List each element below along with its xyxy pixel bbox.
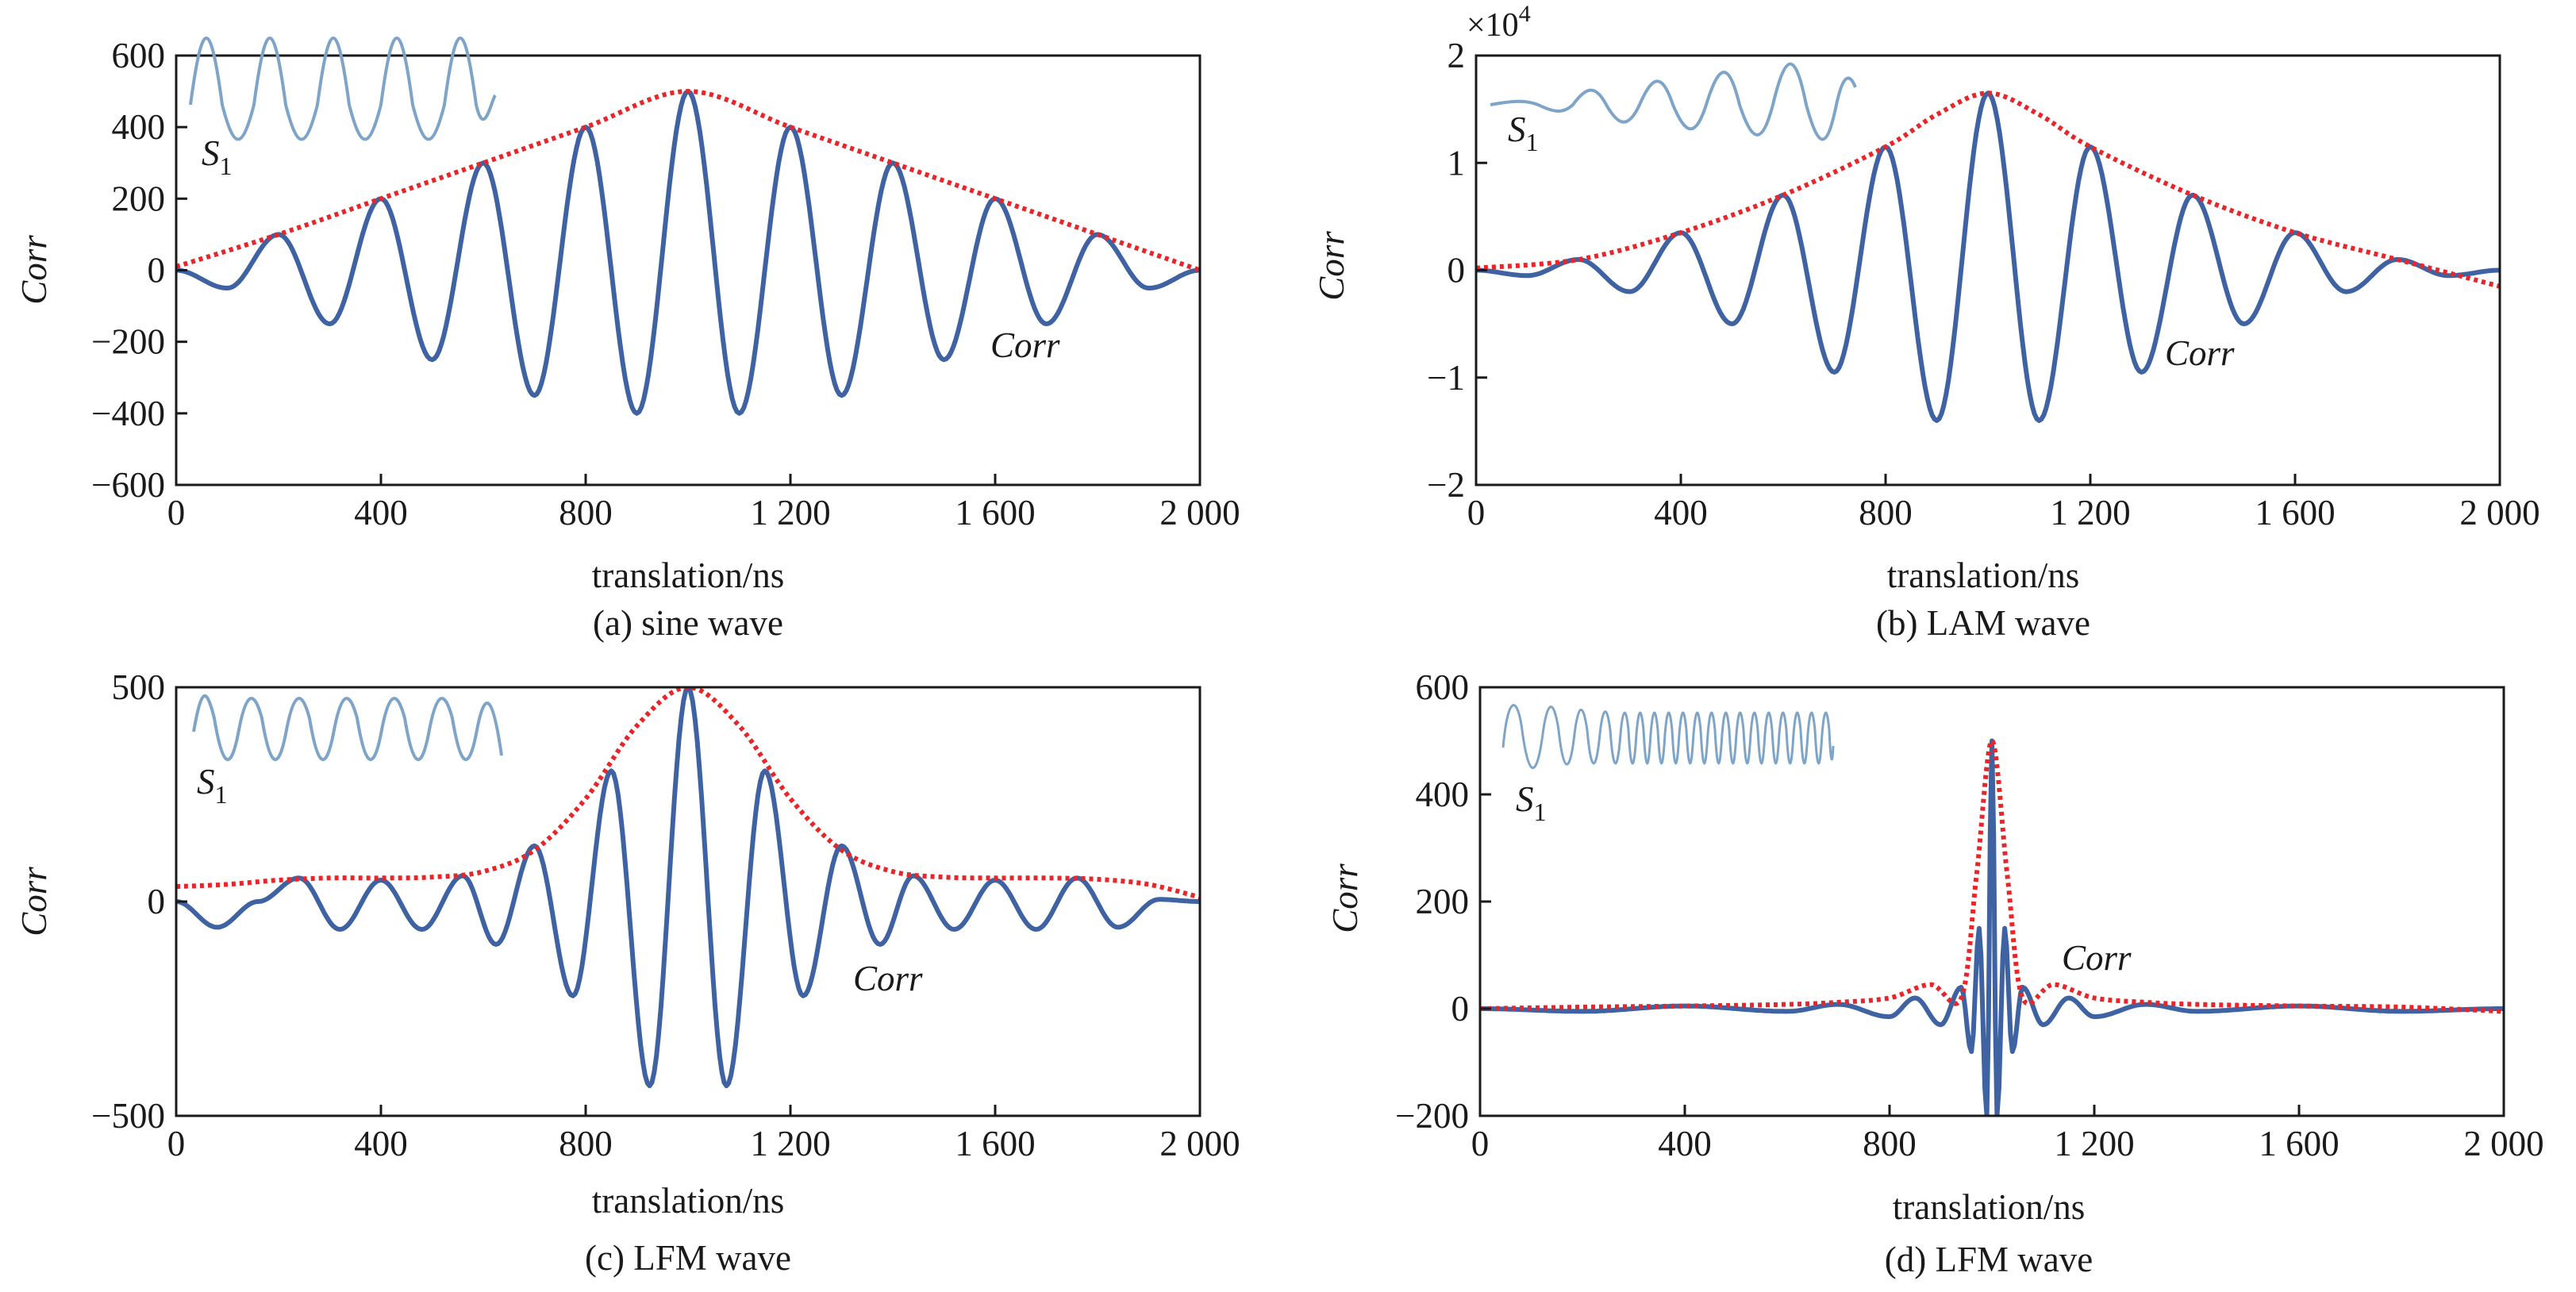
panel-a-envelope-line [176, 89, 1200, 273]
panel-c-x-tick-label: 2 000 [1159, 1124, 1240, 1163]
panel-a-x-tick-label: 1 600 [955, 493, 1035, 533]
panel-d-y-tick-label: 600 [1416, 667, 1470, 707]
panel-b-y-tick-label: −1 [1427, 358, 1465, 398]
panel-d-x-tick-label: 400 [1658, 1124, 1712, 1163]
panel-b-inset: S1 [1490, 62, 1857, 156]
panel-b-curves [1476, 90, 2500, 423]
panel-a-y-tick-label: −400 [91, 394, 165, 433]
panel-d-x-axis-title: translation/ns [1893, 1187, 2085, 1227]
panel-c-x-tick-label: 1 600 [955, 1124, 1035, 1163]
panel-a-y-tick-label: −600 [91, 465, 165, 505]
panel-d-inset-chirp-wave [1501, 704, 1835, 769]
panel-d-x-tick-label: 2 000 [2463, 1124, 2543, 1163]
panel-a-y-tick-label: 400 [112, 107, 166, 147]
panel-b-envelope-line [1476, 90, 2500, 289]
panel-b-y-tick-label: 0 [1448, 251, 1466, 290]
panel-c-x-axis-title: translation/ns [592, 1181, 784, 1221]
panel-d-curves [1480, 738, 2504, 1116]
panel-b-y-tick-label: −2 [1427, 465, 1465, 505]
panel-b-x-tick-label: 800 [1859, 493, 1913, 533]
panel-a-y-tick-label: 200 [112, 179, 166, 218]
panel-c-inset-wave [192, 694, 503, 761]
panel-c-curves [176, 687, 1200, 1089]
panel-a-caption: (a) sine wave [593, 603, 783, 643]
panel-c-x-tick-label: 800 [559, 1124, 613, 1163]
panel-a-axes-frame [175, 54, 1201, 486]
panel-b-x-axis-title: translation/ns [1887, 556, 2079, 595]
panel-c-caption: (c) LFM wave [585, 1238, 791, 1278]
panel-b-y-tick-label: 1 [1448, 143, 1466, 183]
panel-d-x-tick-label: 800 [1863, 1124, 1917, 1163]
panel-d-y-tick-label: 400 [1416, 775, 1470, 814]
panel-c-y-tick-label: 0 [148, 882, 166, 921]
panel-d-inset-label: S1 [1516, 779, 1547, 826]
panel-a-x-tick-label: 400 [354, 493, 408, 533]
panel-b-x-tick-label: 2 000 [2459, 493, 2539, 533]
panel-a-x-tick-label: 1 200 [750, 493, 830, 533]
panel-d-inset: S1 [1501, 704, 1835, 826]
panel-a-y-tick-label: 600 [112, 36, 166, 75]
panel-b-x-tick-label: 0 [1467, 493, 1486, 533]
panel-d-y-axis-title: Corr [1325, 863, 1365, 933]
panel-c-y-axis-title: Corr [14, 867, 54, 936]
panel-d-correlation-line [1480, 738, 2504, 1116]
panel-c-x-tick-label: 400 [354, 1124, 408, 1163]
panel-a-x-tick-label: 2 000 [1159, 493, 1240, 533]
panel-d-y-tick-label: −200 [1395, 1096, 1469, 1136]
panel-a-inset: S1 [189, 37, 497, 180]
panel-b-x-tick-label: 400 [1654, 493, 1708, 533]
panel-a-curve-annotation: Corr [990, 325, 1060, 365]
panel-a-y-tick-label: −200 [91, 322, 165, 362]
panel-a-y-axis-title: Corr [14, 235, 54, 305]
panel-b-multiplier: ×104 [1467, 1, 1531, 44]
panel-c-inset-label: S1 [197, 762, 228, 809]
panel-d-x-tick-label: 0 [1471, 1124, 1490, 1163]
panel-a-x-tick-label: 0 [167, 493, 186, 533]
panel-a-x-axis-title: translation/ns [592, 556, 784, 595]
panel-c-curve-annotation: Corr [853, 959, 923, 998]
panel-a-plot-area: 0 400 800 1 200 1 600 2 000 −600 −400 −200 0 200 40… [91, 36, 1240, 533]
panel-c-y-tick-label: −500 [91, 1096, 165, 1136]
panel-c-inset: S1 [192, 694, 503, 809]
panel-b-plot-area: 0 400 800 1 200 1 600 2 000 −2 −1 0 1 2 [1427, 36, 2540, 533]
panel-d-caption: (d) LFM wave [1885, 1240, 2093, 1279]
panel-b-y-tick-label: 2 [1448, 36, 1466, 75]
panel-a-curves [176, 89, 1200, 416]
panel-b-inset-wave [1490, 62, 1857, 141]
panel-c-x-tick-label: 0 [167, 1124, 186, 1163]
panel-b-y-axis-title: Corr [1312, 231, 1351, 301]
panel-b: 0 400 800 1 200 1 600 2 000 −2 −1 0 1 2 (b) LAM wa… [1312, 1, 2540, 643]
panel-c-correlation-line [176, 687, 1200, 1089]
panel-a: 0 400 800 1 200 1 600 2 000 −600 −400 −200 0 200 40… [14, 36, 1240, 643]
panel-d-y-tick-label: 200 [1416, 882, 1470, 921]
panel-d-curve-annotation: Corr [2062, 938, 2132, 978]
panel-b-inset-label: S1 [1508, 110, 1539, 156]
panel-d-x-tick-label: 1 200 [2054, 1124, 2134, 1163]
panel-d-x-tick-label: 1 600 [2259, 1124, 2339, 1163]
panel-a-inset-wave [189, 37, 497, 141]
panel-c-x-tick-label: 1 200 [750, 1124, 830, 1163]
panel-b-x-tick-label: 1 600 [2255, 493, 2335, 533]
panel-b-x-tick-label: 1 200 [2050, 493, 2130, 533]
panel-b-correlation-line [1476, 90, 2500, 423]
panel-a-x-tick-label: 800 [559, 493, 613, 533]
panel-c-envelope-line [176, 687, 1200, 900]
panel-b-caption: (b) LAM wave [1876, 603, 2090, 643]
panel-a-inset-label: S1 [202, 133, 233, 180]
panel-d-y-tick-label: 0 [1451, 989, 1470, 1029]
panel-a-y-tick-label: 0 [148, 251, 166, 290]
panel-b-curve-annotation: Corr [2165, 333, 2235, 373]
panel-c-y-tick-label: 500 [112, 667, 166, 707]
